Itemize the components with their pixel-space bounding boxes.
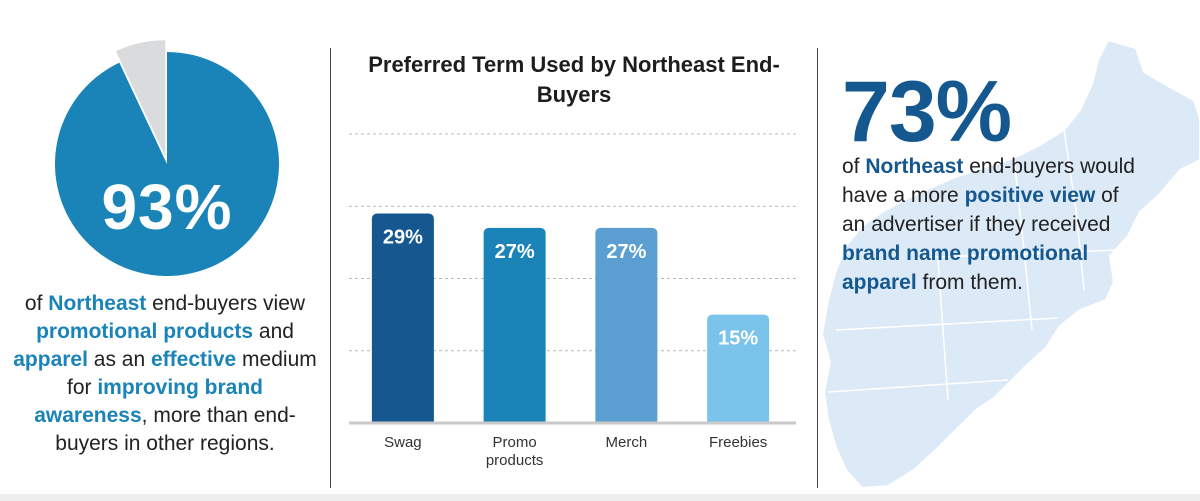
text-part: of xyxy=(842,155,866,178)
category-label: products xyxy=(486,452,544,469)
highlight-brand-name-apparel: brand name promotional apparel xyxy=(842,242,1089,294)
bar-data-label: 27% xyxy=(606,241,646,263)
bar-merch xyxy=(595,227,658,423)
right-stat-text: of Northeast end-buyers would have a mor… xyxy=(842,152,1142,297)
bar-data-label: 29% xyxy=(383,226,423,248)
right-big-percent: 73% xyxy=(842,64,1012,160)
bottom-band xyxy=(0,494,1200,501)
left-stat-text: of Northeast end-buyers view promotional… xyxy=(8,290,322,458)
bar-chart-panel: 29% Swag 27% Promo products 27% Merch 15% Freebi… xyxy=(331,0,817,501)
category-label: Merch xyxy=(606,434,648,451)
category-label: Promo xyxy=(493,434,537,451)
highlight-northeast: Northeast xyxy=(48,292,147,315)
divider-left xyxy=(330,48,331,488)
highlight-apparel: apparel xyxy=(13,348,88,371)
pie-slice-remainder xyxy=(115,40,166,157)
highlight-effective: effective xyxy=(151,348,237,371)
left-stat-panel: 93% of Northeast end-buyers view promoti… xyxy=(0,0,330,501)
northeast-map-icon xyxy=(820,38,1200,490)
text-part: end-buyers would have a more xyxy=(842,155,1135,207)
text-part: end-buyers view xyxy=(146,292,306,315)
pie-value-label: 93% xyxy=(101,171,233,243)
text-part: of xyxy=(24,292,49,315)
category-label: Swag xyxy=(384,434,422,451)
pie-chart xyxy=(55,40,279,276)
text-part: of an advertiser if they received xyxy=(842,184,1119,236)
bar-promo-products xyxy=(483,227,546,423)
highlight-promotional-products: promotional products xyxy=(36,320,254,343)
bar-swag xyxy=(371,213,434,423)
highlight-brand-awareness: improving brand awareness xyxy=(34,376,264,427)
chart-title: Preferred Term Used by Northeast End-Buy… xyxy=(368,52,780,107)
text-part: and xyxy=(253,320,294,343)
text-part: , more than end-buyers in other regions. xyxy=(55,404,296,455)
highlight-positive-view: positive view xyxy=(964,184,1096,207)
highlight-northeast: Northeast xyxy=(865,155,964,178)
text-part: as an xyxy=(87,348,151,371)
bar-data-label: 15% xyxy=(718,328,758,350)
text-part: medium for xyxy=(66,348,317,399)
category-label: Freebies xyxy=(709,434,767,451)
right-stat-panel: 73% of Northeast end-buyers would have a… xyxy=(818,0,1200,501)
bar-data-label: 27% xyxy=(495,241,535,263)
bar-freebies xyxy=(707,314,770,423)
text-part: from them. xyxy=(916,271,1023,294)
pie-slice-93 xyxy=(55,52,279,276)
divider-right xyxy=(817,48,818,488)
